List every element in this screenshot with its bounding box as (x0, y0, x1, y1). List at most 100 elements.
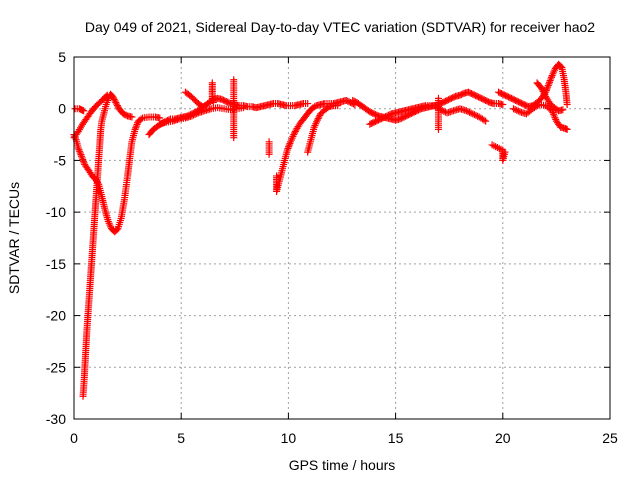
data-point (549, 109, 557, 117)
data-point (283, 146, 291, 154)
data-point (113, 100, 121, 108)
data-point (311, 103, 319, 111)
y-tick-label: -30 (46, 411, 66, 427)
data-point (230, 134, 238, 142)
series-track-o-descend (430, 102, 490, 125)
x-tick-label: 25 (602, 430, 618, 446)
data-point (286, 139, 294, 147)
data-point (464, 108, 472, 116)
series-track-h-spike (208, 79, 217, 107)
data-point (133, 120, 141, 128)
data-point (550, 110, 558, 118)
data-point (113, 226, 121, 234)
data-point (80, 159, 88, 167)
data-point (559, 106, 567, 114)
data-point (79, 156, 87, 164)
data-point (547, 73, 555, 81)
x-tick-label: 0 (70, 430, 78, 446)
data-point (537, 84, 545, 92)
series-track-p-spike17 (434, 94, 442, 133)
y-tick-label: -20 (46, 308, 66, 324)
series-track-s-evening-low (510, 101, 571, 133)
data-point (538, 86, 546, 94)
y-tick-label: -5 (54, 152, 67, 168)
data-point (79, 157, 87, 165)
data-point (80, 107, 88, 115)
data-point (315, 113, 323, 121)
data-point (545, 80, 553, 88)
data-point (501, 148, 509, 156)
data-point (132, 122, 140, 130)
data-point (78, 154, 86, 162)
series-track-t-evening-mid (533, 79, 567, 115)
data-point (534, 102, 542, 110)
data-point (499, 101, 507, 109)
y-tick-label: 5 (58, 49, 66, 65)
series-track-r-evening (495, 60, 571, 111)
data-point (113, 102, 121, 110)
data-point (109, 94, 117, 102)
data-point (544, 82, 552, 90)
data-point (551, 114, 559, 122)
y-tick-label: 0 (58, 101, 66, 117)
data-point (563, 125, 571, 133)
data-point (291, 129, 299, 137)
data-point (514, 107, 522, 115)
data-point (131, 125, 139, 133)
data-point (467, 109, 475, 117)
data-point (191, 110, 199, 118)
y-tick-label: -15 (46, 256, 66, 272)
data-point (110, 95, 118, 103)
data-point (77, 151, 85, 159)
chart-title: Day 049 of 2021, Sidereal Day-to-day VTE… (85, 19, 595, 35)
data-point (188, 112, 196, 120)
data-point (102, 92, 110, 100)
series-track-i-vertical (230, 76, 238, 142)
series-track-k-dip (273, 96, 359, 195)
data-point (434, 125, 442, 133)
data-point (197, 102, 205, 110)
data-point (546, 78, 554, 86)
data-point (109, 92, 117, 100)
data-point (190, 111, 198, 119)
x-tick-label: 15 (388, 430, 404, 446)
data-point (482, 117, 490, 125)
series-track-g-hump (181, 88, 207, 111)
series-track-j-nine (265, 138, 273, 158)
data-point (550, 112, 558, 120)
data-point (137, 115, 145, 123)
data-point (563, 101, 571, 109)
data-point (462, 107, 470, 115)
data-points (70, 60, 571, 400)
x-tick-label: 20 (495, 430, 511, 446)
data-point (540, 89, 548, 97)
data-point (265, 150, 273, 158)
data-point (480, 116, 488, 124)
data-point (543, 85, 551, 93)
data-point (313, 116, 321, 124)
series-track-l-second (304, 102, 342, 156)
data-point (469, 110, 477, 118)
data-point (546, 77, 554, 85)
data-point (112, 99, 120, 107)
axis-tick-labels: 0 5 10 15 20 25 5 0 -5 -10 -15 -20 -25 -30 (46, 49, 618, 446)
series-track-d-start (71, 105, 88, 115)
data-point (239, 104, 247, 112)
data-point (511, 105, 519, 113)
data-point (557, 62, 565, 70)
data-point (111, 97, 119, 105)
data-point (291, 127, 299, 135)
data-point (470, 111, 478, 119)
data-point (74, 144, 82, 152)
data-point (513, 106, 521, 114)
data-point (78, 152, 86, 160)
data-point (334, 102, 342, 110)
data-point (209, 99, 217, 107)
data-point (544, 83, 552, 91)
y-axis-label: SDTVAR / TECUs (6, 182, 22, 294)
x-tick-label: 5 (177, 430, 185, 446)
data-point (539, 87, 547, 95)
data-point (290, 131, 298, 139)
series-track-q-isolated (488, 141, 509, 164)
data-point (132, 124, 140, 132)
